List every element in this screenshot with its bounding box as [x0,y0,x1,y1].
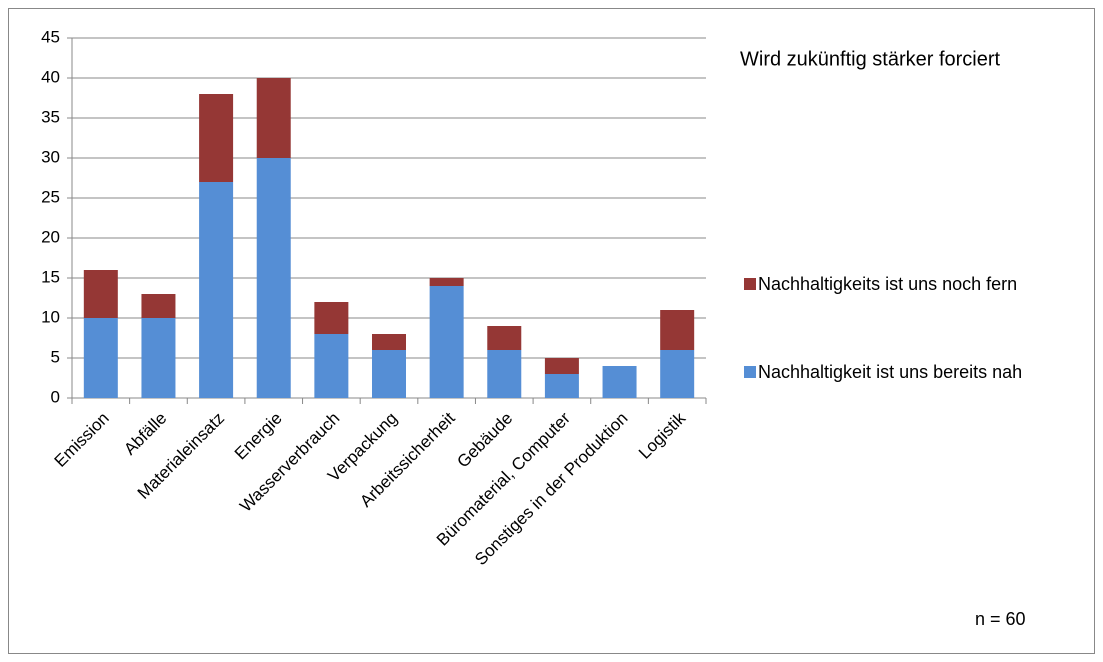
y-tick-label: 30 [41,147,60,166]
bar-segment [83,270,118,318]
bar-segment [544,358,579,374]
bar-segment [314,334,349,398]
x-tick-label: Abfälle [120,409,170,459]
legend-label: Nachhaltigkeits ist uns noch fern [758,274,1018,294]
y-tick-label: 20 [41,227,60,246]
y-tick-label: 15 [41,267,60,286]
bar-segment [487,350,522,398]
bar-segment [544,374,579,398]
legend-swatch [744,278,756,290]
bar-segment [602,366,637,398]
bar-segment [256,158,291,398]
bar-segment [314,302,349,334]
legend-item: Nachhaltigkeit ist uns bereits nah [744,358,1084,386]
bar-segment [141,294,176,318]
legend-item: Nachhaltigkeits ist uns noch fern [744,270,1084,298]
legend-label: Nachhaltigkeit ist uns bereits nah [758,362,1023,382]
bar-segment [487,326,522,350]
bar-segment [199,94,234,182]
bar-segment [256,78,291,158]
bar-segment [660,350,695,398]
chart-border [8,8,1095,654]
y-tick-label: 45 [41,27,60,46]
bar-segment [372,334,406,350]
y-tick-label: 10 [41,307,60,326]
bar-segment [83,318,118,398]
y-tick-label: 5 [51,347,60,366]
annotation: n = 60 [975,609,1026,629]
bar-segment [372,350,406,398]
bar-segment [429,278,464,286]
x-tick-label: Emission [51,409,113,471]
y-tick-label: 25 [41,187,60,206]
x-tick-label: Energie [231,409,286,464]
x-tick-label: Wasserverbrauch [236,409,343,516]
bar-segment [660,310,695,350]
x-tick-label: Logistik [635,408,690,463]
bar-segment [141,318,176,398]
bar-segment [429,286,464,398]
legend-swatch [744,366,756,378]
chart-title: Wird zukünftig stärker forciert [740,48,1001,70]
y-tick-label: 40 [41,67,60,86]
bar-segment [199,182,234,398]
y-tick-label: 35 [41,107,60,126]
y-tick-label: 0 [51,387,60,406]
